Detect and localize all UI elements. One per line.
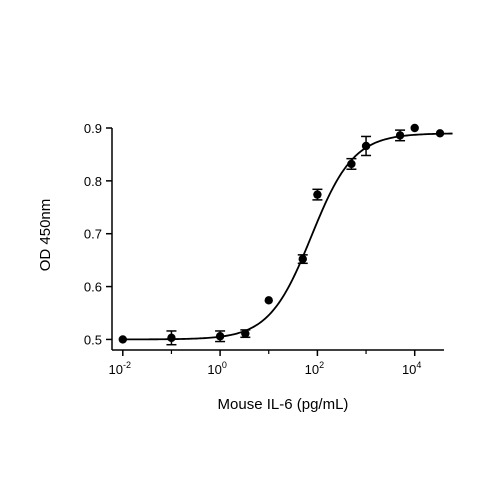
- fit-curve-group: [122, 132, 453, 341]
- data-point: [410, 123, 419, 133]
- fit-curve: [122, 132, 453, 341]
- data-point: [313, 190, 322, 199]
- data-point: [118, 335, 127, 344]
- y-tick-label: 0.7: [84, 227, 102, 242]
- data-point: [298, 254, 307, 264]
- data-point: [395, 131, 405, 140]
- data-point: [264, 296, 273, 305]
- y-axis-title: OD 450nm: [37, 199, 54, 272]
- data-point: [347, 159, 356, 169]
- y-tick-label: 0.9: [84, 121, 102, 136]
- y-tick-label: 0.6: [84, 280, 102, 295]
- axes: 0.5 0.6 0.7 0.8 0.9 10-2 100 102 104: [84, 121, 444, 377]
- data-points: [118, 123, 445, 346]
- x-tick-label: 100: [207, 360, 226, 377]
- y-tick-label: 0.5: [84, 332, 102, 347]
- data-point: [215, 332, 225, 341]
- data-point: [241, 329, 250, 338]
- x-tick-label: 104: [402, 360, 421, 377]
- data-point: [361, 141, 371, 151]
- x-tick-label: 102: [305, 360, 324, 377]
- data-point: [167, 333, 176, 343]
- x-tick-label: 10-2: [109, 360, 131, 377]
- y-tick-label: 0.8: [84, 174, 102, 189]
- x-axis-title: Mouse IL-6 (pg/mL): [218, 396, 349, 413]
- data-point: [435, 129, 445, 138]
